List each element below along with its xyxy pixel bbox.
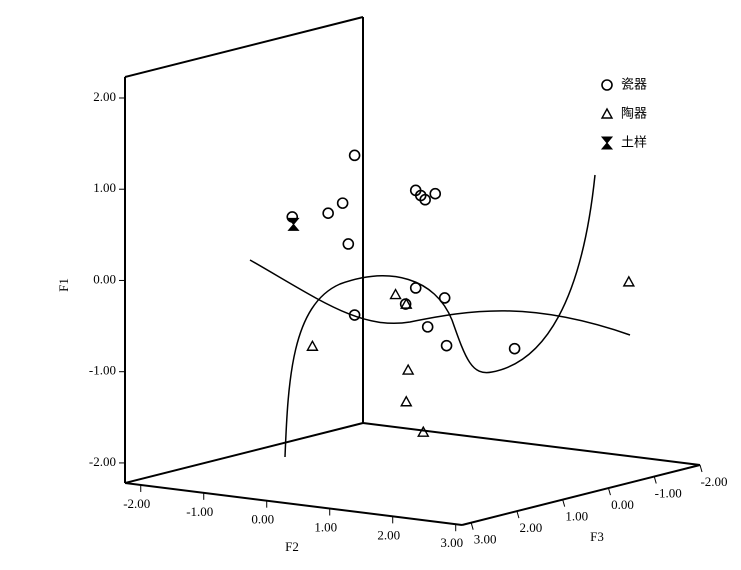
point [348,149,361,162]
legend-marker [600,107,614,119]
x-tick-label: 2.00 [377,527,400,542]
point [322,207,334,219]
point [440,339,453,352]
legend-label: 土样 [621,136,647,151]
y-axis-title: F1 [56,278,71,292]
box-edge [362,422,701,466]
z-axis-title: F3 [590,529,604,544]
point [401,363,415,375]
z-tick-label: 3.00 [474,532,497,547]
legend-marker [600,136,614,150]
legend-label: 陶器 [621,106,647,122]
box-edge [124,16,364,78]
z-tick-label: -1.00 [655,486,682,501]
point [508,342,521,355]
y-tick-label: 1.00 [93,180,116,195]
y-tick-label: -2.00 [89,454,116,469]
x-axis-title: F2 [285,539,299,554]
point [306,339,319,351]
fit-curve [249,259,631,336]
z-tick-label: 2.00 [520,520,543,535]
z-tick [562,499,566,507]
point [336,197,349,209]
point [389,288,402,300]
point [348,309,361,321]
z-tick [470,522,474,530]
x-tick-label: 0.00 [251,512,274,527]
z-tick [607,487,611,496]
point [429,187,442,200]
legend-label: 瓷器 [621,78,647,93]
point [400,297,413,309]
box-edge [461,464,701,526]
point [438,292,451,304]
point [400,395,413,407]
y-tick-label: 0.00 [93,271,116,286]
box-edge [124,422,364,484]
box-edge [124,482,463,526]
y-tick-label: -1.00 [89,363,116,378]
x-tick-label: 3.00 [440,535,463,550]
z-tick-label: -2.00 [700,474,727,489]
point [419,193,431,206]
point [417,425,430,437]
y-tick-label: 2.00 [93,89,116,104]
point [622,275,636,287]
z-tick [516,511,520,519]
point [342,238,355,250]
x-tick-label: 1.00 [314,519,337,534]
x-tick-label: -2.00 [123,496,150,511]
point [287,217,300,231]
x-tick-label: -1.00 [186,504,213,519]
point [421,321,434,333]
z-tick-label: 0.00 [611,497,634,512]
legend-marker [601,79,613,91]
z-tick [653,476,657,484]
z-tick [699,464,703,473]
z-tick-label: 1.00 [565,509,588,524]
point [409,282,422,294]
